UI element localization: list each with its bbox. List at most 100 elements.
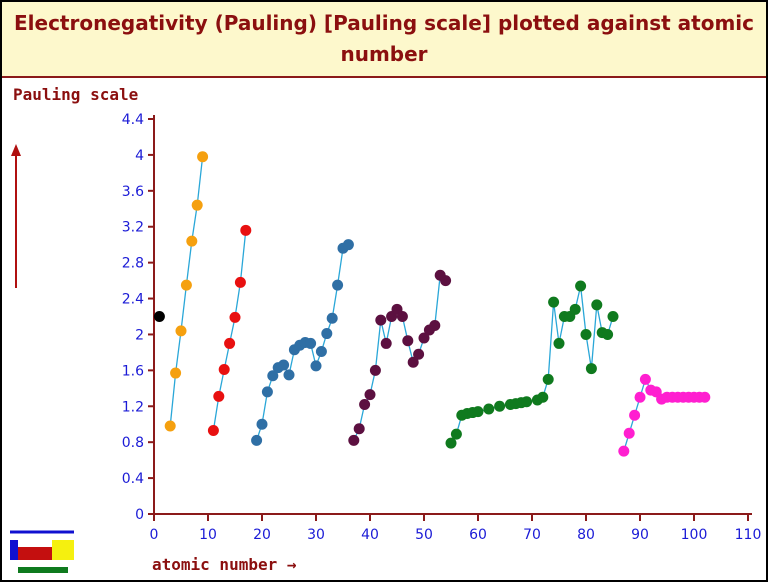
data-point [699,391,711,403]
data-point [332,279,344,291]
data-point [310,360,322,372]
y-tick-label: 1.6 [122,363,144,379]
data-point [359,398,371,410]
y-tick-label: 0.8 [122,435,144,451]
chart-title-bar: Electronegativity (Pauling) [Pauling sca… [2,2,766,78]
data-point [369,364,381,376]
data-point [234,276,246,288]
data-point [153,311,165,322]
y-tick-label: 4 [135,148,144,164]
data-point [402,335,414,347]
data-point [348,434,360,446]
data-point [548,296,560,308]
data-point [186,235,198,247]
series-line [353,273,447,441]
data-point [472,406,484,418]
x-tick-label: 50 [415,527,433,543]
periodic-table-icon[interactable] [10,530,74,573]
y-direction-arrow-head [11,144,21,156]
data-point [553,337,565,349]
data-point [445,437,457,449]
data-point [521,396,533,408]
data-point [207,425,219,437]
data-point [175,325,187,337]
data-point [229,311,241,323]
data-point [542,373,554,385]
data-point [191,199,203,211]
x-tick-label: 60 [469,527,487,543]
data-point [537,391,549,403]
data-point [591,299,603,311]
y-tick-label: 4.4 [122,112,144,128]
data-point [261,386,273,398]
series-line [169,156,204,427]
data-point [305,337,317,349]
data-point [326,312,338,324]
y-axis-label: Pauling scale [13,85,139,104]
data-point [197,151,209,163]
y-tick-label: 2.8 [122,256,144,272]
data-point [170,367,182,379]
data-point [418,332,430,344]
data-point [164,420,176,432]
data-point [580,328,592,340]
periodic-table-icon-f-block [18,567,68,573]
data-point [353,423,365,435]
data-point [575,280,587,292]
data-point [629,409,641,421]
data-point [618,445,630,457]
x-tick-label: 80 [577,527,595,543]
y-tick-label: 0.4 [122,471,144,487]
chart-title: Electronegativity (Pauling) [Pauling sca… [13,11,754,66]
data-point [634,391,646,403]
x-tick-label: 30 [307,527,325,543]
periodic-table-icon-s-block-1 [10,540,18,560]
x-tick-label: 20 [253,527,271,543]
x-tick-label: 110 [735,527,762,543]
periodic-table-icon-p-block [52,540,74,560]
data-point [380,337,392,349]
data-point [218,363,230,375]
data-point [639,373,651,385]
y-tick-label: 3.6 [122,184,144,200]
data-point [413,348,425,360]
y-tick-label: 3.2 [122,220,144,236]
x-tick-label: 90 [631,527,649,543]
data-point [342,239,354,251]
data-point [321,328,333,340]
data-point [180,279,192,291]
data-point [602,328,614,340]
data-point [256,418,268,430]
data-point [213,390,225,402]
data-point [375,314,387,326]
x-tick-label: 100 [681,527,708,543]
x-tick-label: 40 [361,527,379,543]
y-tick-label: 1.2 [122,399,144,415]
x-tick-label: 10 [199,527,217,543]
data-point [267,370,279,382]
data-point [251,434,263,446]
data-point [407,356,419,368]
data-point [364,389,376,401]
x-tick-label: 0 [150,527,159,543]
data-point [278,359,290,371]
data-point [224,337,236,349]
data-point [240,224,252,236]
data-point [283,369,295,381]
data-point [440,275,452,287]
data-point [396,311,408,322]
data-point [585,363,597,375]
data-point [607,311,619,322]
x-tick-label: 70 [523,527,541,543]
data-point [494,400,506,412]
data-point [429,319,441,331]
y-tick-label: 2.4 [122,292,144,308]
data-point [450,428,462,440]
periodic-table-icon-d-block [18,547,52,560]
y-tick-label: 2 [135,327,144,343]
x-axis-label: atomic number → [152,555,297,574]
y-tick-label: 0 [135,507,144,523]
data-point [315,346,327,358]
